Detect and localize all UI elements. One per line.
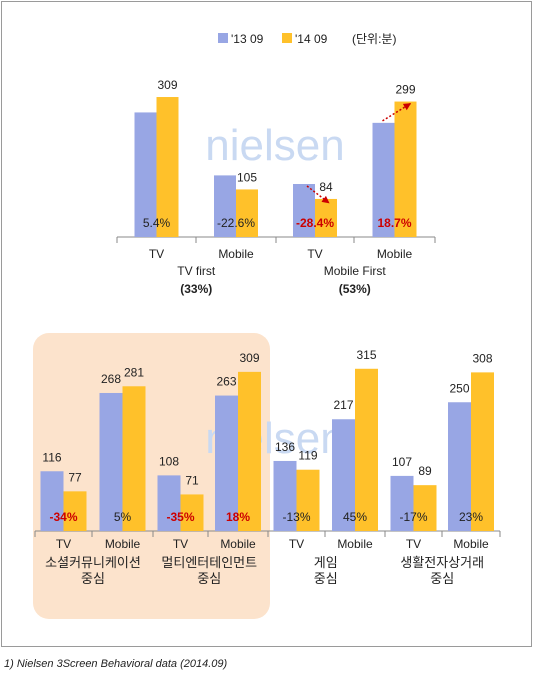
bar-2013 bbox=[214, 175, 236, 237]
change-label: 18% bbox=[226, 510, 250, 524]
data-label-2014: 281 bbox=[124, 365, 144, 379]
category-label: TV bbox=[149, 247, 164, 261]
bar-2013 bbox=[99, 392, 123, 531]
highlight-box bbox=[33, 333, 270, 619]
legend-swatch-2013 bbox=[218, 33, 228, 43]
data-label-2014: 308 bbox=[472, 351, 492, 365]
data-label-2014: 299 bbox=[395, 83, 415, 97]
trend-arrow-up bbox=[382, 102, 412, 122]
group-label: Mobile First bbox=[324, 264, 387, 278]
category-label: TV bbox=[56, 537, 71, 551]
bar-2014 bbox=[156, 97, 179, 237]
legend-label-2013: '13 09 bbox=[231, 32, 264, 46]
bar-2014 bbox=[63, 491, 87, 531]
bar-2013 bbox=[390, 475, 414, 531]
data-label-2013: 116 bbox=[42, 450, 61, 464]
data-label-2013: 108 bbox=[159, 454, 179, 468]
bar-2013 bbox=[134, 112, 157, 237]
group-label: 소셜커뮤니케이션 bbox=[45, 555, 141, 570]
bar-2013 bbox=[157, 475, 181, 531]
bar-2014 bbox=[394, 101, 417, 237]
bar-2014 bbox=[238, 371, 261, 531]
change-label: -28.4% bbox=[296, 216, 334, 230]
change-label: 5% bbox=[114, 510, 132, 524]
bar-2013 bbox=[293, 183, 315, 237]
change-label: -35% bbox=[166, 510, 194, 524]
category-label: TV bbox=[406, 537, 421, 551]
category-label: Mobile bbox=[377, 247, 413, 261]
bar-2013 bbox=[40, 471, 64, 531]
change-label: -13% bbox=[282, 510, 310, 524]
group-label: TV first bbox=[177, 264, 216, 278]
group-share: (53%) bbox=[339, 282, 371, 296]
bar-2014 bbox=[236, 189, 258, 237]
data-label-2014: 309 bbox=[239, 351, 259, 365]
legend-label-2014: '14 09 bbox=[295, 32, 328, 46]
category-label: TV bbox=[173, 537, 188, 551]
category-label: TV bbox=[307, 247, 322, 261]
bar-2013 bbox=[215, 395, 238, 531]
footnote: 1) Nielsen 3Screen Behavioral data (2014… bbox=[4, 658, 228, 670]
bar-2013 bbox=[448, 402, 471, 531]
watermark-top: nielsen bbox=[205, 121, 344, 170]
data-label-2013: 263 bbox=[216, 375, 236, 389]
data-label-2014: 71 bbox=[185, 473, 199, 487]
data-label-2013: 136 bbox=[275, 440, 295, 454]
change-label: -34% bbox=[49, 510, 77, 524]
data-label-2014: 315 bbox=[356, 348, 376, 362]
data-label-2014: 89 bbox=[418, 464, 432, 478]
group-label: 생활전자상거래 bbox=[400, 555, 484, 570]
group-label: 게임 bbox=[314, 555, 338, 570]
change-label: -22.6% bbox=[217, 216, 255, 230]
group-label-line2: 중심 bbox=[314, 571, 338, 586]
data-label-2013: 107 bbox=[392, 455, 412, 469]
change-label: 23% bbox=[459, 510, 483, 524]
data-label-2014: 77 bbox=[68, 470, 82, 484]
chart-canvas: '13 09 '14 09 (단위:분) nielsen 309 5.4% TV 105 -22… bbox=[33, 32, 501, 619]
change-label: 45% bbox=[343, 510, 367, 524]
bar-2013 bbox=[332, 419, 355, 531]
chart-frame bbox=[1, 1, 532, 647]
group-label-line2: 중심 bbox=[197, 571, 221, 586]
change-label: 18.7% bbox=[377, 216, 411, 230]
data-label-2013: 250 bbox=[449, 381, 469, 395]
bar-2014 bbox=[122, 386, 146, 531]
bar-2014 bbox=[471, 372, 494, 531]
group-label: 멀티엔터테인먼트 bbox=[161, 555, 257, 570]
category-label: Mobile bbox=[218, 247, 254, 261]
group-label-line2: 중심 bbox=[430, 571, 454, 586]
bar-2014 bbox=[355, 368, 378, 531]
data-label-2014: 309 bbox=[157, 78, 177, 92]
data-label-2014: 105 bbox=[237, 170, 257, 184]
data-label-2013: 217 bbox=[333, 398, 353, 412]
bar-2014 bbox=[315, 198, 337, 237]
bar-2013 bbox=[273, 460, 297, 531]
legend-unit: (단위:분) bbox=[352, 32, 396, 46]
category-label: TV bbox=[289, 537, 304, 551]
category-label: Mobile bbox=[337, 537, 373, 551]
change-label: 5.4% bbox=[143, 216, 171, 230]
group-share: (33%) bbox=[180, 282, 212, 296]
data-label-2014: 84 bbox=[319, 180, 333, 194]
bar-2014 bbox=[413, 485, 437, 531]
category-label: Mobile bbox=[453, 537, 489, 551]
bar-2013 bbox=[372, 122, 395, 237]
data-label-2013: 268 bbox=[101, 372, 121, 386]
legend-swatch-2014 bbox=[282, 33, 292, 43]
bar-2014 bbox=[180, 494, 204, 531]
data-label-2014: 119 bbox=[298, 449, 317, 463]
category-label: Mobile bbox=[105, 537, 141, 551]
trend-arrow-down bbox=[306, 185, 330, 204]
change-label: -17% bbox=[399, 510, 427, 524]
category-label: Mobile bbox=[220, 537, 256, 551]
bar-2014 bbox=[296, 469, 320, 531]
group-label-line2: 중심 bbox=[81, 571, 105, 586]
